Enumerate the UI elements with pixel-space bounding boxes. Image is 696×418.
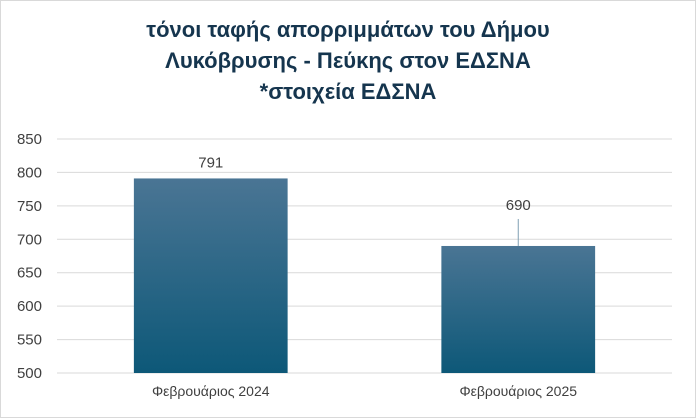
bar-1 [133,178,288,373]
x-category-label-2: Φεβρουάριος 2025 [459,383,577,399]
bar-2 [441,245,596,373]
bars [133,178,596,373]
y-tick-label: 550 [17,332,42,349]
y-tick-label: 500 [17,365,42,382]
data-label-2: 690 [506,197,531,214]
chart-title-line-1: τόνοι ταφής απορριμμάτων του Δήμου [146,17,550,42]
y-tick-label: 750 [17,198,42,215]
x-category-label-1: Φεβρουάριος 2024 [152,383,270,399]
y-tick-label: 800 [17,164,42,181]
data-labels: 791 690 [198,154,531,246]
y-tick-label: 600 [17,298,42,315]
chart-title: τόνοι ταφής απορριμμάτων του Δήμου Λυκόβ… [0,14,696,107]
y-tick-label: 650 [17,265,42,282]
y-axis-ticks: 500 550 600 650 700 750 800 850 [17,131,42,382]
chart-title-line-3: *στοιχεία ΕΔΣΝΑ [259,79,437,104]
y-tick-label: 700 [17,231,42,248]
x-axis-categories: Φεβρουάριος 2024 Φεβρουάριος 2025 [152,383,577,399]
y-tick-label: 850 [17,131,42,148]
data-label-1: 791 [198,154,223,171]
chart-title-line-2: Λυκόβρυσης - Πεύκης στον ΕΔΣΝΑ [165,48,531,73]
